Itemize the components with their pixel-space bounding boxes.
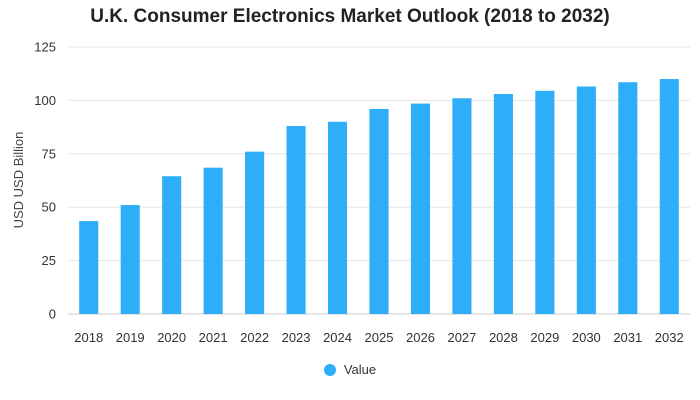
- x-tick-label: 2027: [447, 330, 476, 345]
- bar-2018: [79, 221, 99, 314]
- x-tick-label: 2025: [365, 330, 394, 345]
- x-tick-label: 2032: [655, 330, 684, 345]
- bar-2030: [576, 86, 596, 315]
- bar-2023: [286, 126, 306, 314]
- x-tick-label: 2031: [613, 330, 642, 345]
- x-tick-label: 2018: [74, 330, 103, 345]
- bar-2032: [659, 79, 679, 314]
- x-tick-label: 2029: [530, 330, 559, 345]
- x-tick-label: 2020: [157, 330, 186, 345]
- y-axis-ticks: 0 25 50 75 100 125: [34, 40, 56, 322]
- y-tick-label: 50: [42, 200, 56, 215]
- bar-2031: [618, 82, 638, 314]
- bar-2025: [369, 108, 389, 314]
- x-tick-label: 2024: [323, 330, 352, 345]
- bar-2021: [203, 167, 223, 314]
- bar-2028: [493, 93, 513, 314]
- bars: [79, 79, 679, 315]
- bar-2027: [452, 98, 472, 314]
- y-tick-label: 25: [42, 253, 56, 268]
- x-tick-label: 2023: [282, 330, 311, 345]
- legend: Value: [0, 362, 700, 377]
- bar-2029: [535, 90, 555, 315]
- legend-label: Value: [343, 362, 377, 377]
- chart-title: U.K. Consumer Electronics Market Outlook…: [90, 6, 610, 27]
- x-axis-ticks: 2018 2019 2020 2021 2022 2023 2024 2025 2026 2027…: [74, 330, 683, 345]
- y-tick-label: 75: [42, 146, 56, 161]
- bar-2019: [120, 205, 140, 314]
- bar-2026: [410, 103, 431, 314]
- y-tick-label: 125: [34, 40, 56, 55]
- x-tick-label: 2019: [116, 330, 145, 345]
- x-tick-label: 2022: [240, 330, 269, 345]
- y-tick-label: 100: [34, 93, 56, 108]
- bar-2022: [245, 151, 265, 314]
- x-tick-label: 2028: [489, 330, 518, 345]
- legend-marker-icon: [323, 363, 336, 376]
- bar-2020: [162, 176, 182, 314]
- y-tick-label: 0: [49, 307, 56, 322]
- x-tick-label: 2021: [199, 330, 228, 345]
- bar-2024: [327, 121, 348, 314]
- x-tick-label: 2030: [572, 330, 601, 345]
- y-axis-title: USD USD Billion: [11, 132, 26, 229]
- x-tick-label: 2026: [406, 330, 435, 345]
